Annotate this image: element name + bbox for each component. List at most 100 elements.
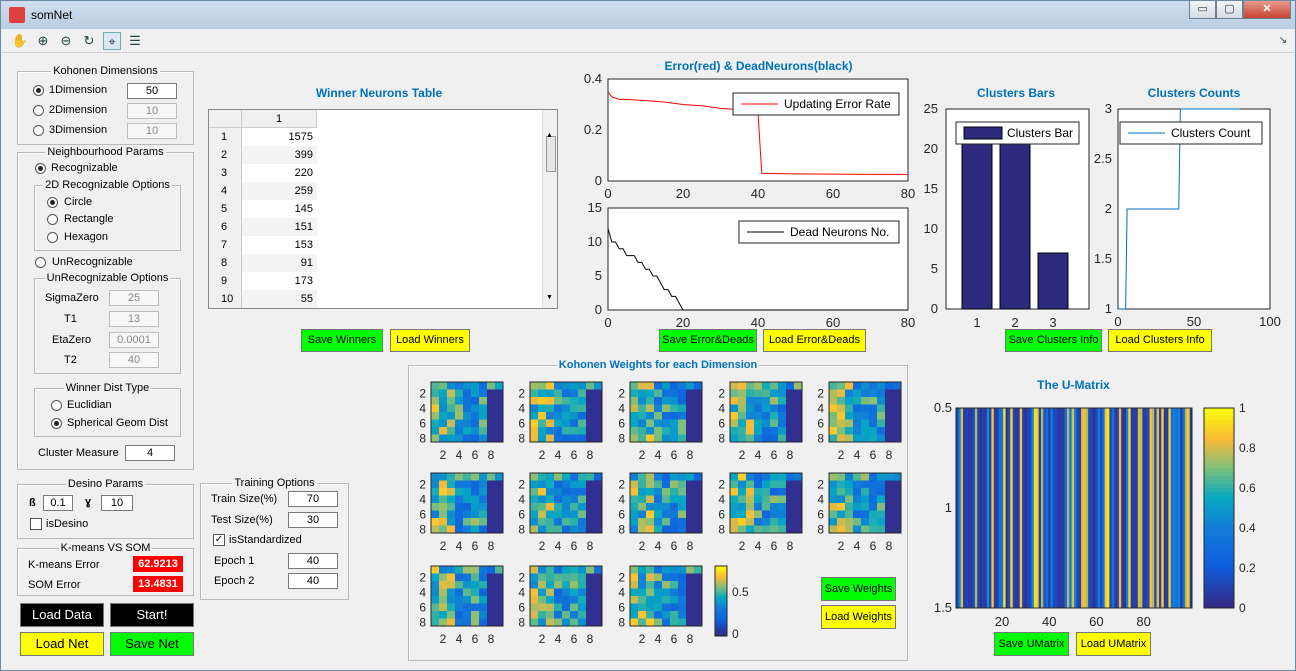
load-data-button[interactable]: Load Data <box>20 603 104 627</box>
heatmap-cell <box>495 389 504 398</box>
dim2-input[interactable]: 10 <box>127 103 177 119</box>
save-error-button[interactable]: Save Error&Deads <box>659 329 757 352</box>
heatmap-cell <box>455 588 464 597</box>
table-row[interactable]: 1 1575 <box>209 128 542 146</box>
radio-3dimension[interactable] <box>33 125 44 136</box>
legend-icon[interactable]: ☰ <box>129 33 141 48</box>
heatmap-cell <box>770 525 779 534</box>
heatmap-cell <box>487 404 496 413</box>
save-net-button[interactable]: Save Net <box>110 632 194 656</box>
radio-recognizable[interactable] <box>35 163 46 174</box>
rotate-icon[interactable]: ↻ <box>83 33 95 48</box>
etazero-input[interactable]: 0.0001 <box>109 332 159 348</box>
table-row[interactable]: 10 55 <box>209 290 542 308</box>
sigmazero-input[interactable]: 25 <box>109 290 159 306</box>
save-winners-button[interactable]: Save Winners <box>301 329 383 352</box>
close-button[interactable]: ✕ <box>1243 1 1291 19</box>
row-value[interactable]: 151 <box>242 218 317 236</box>
dim1-input[interactable]: 50 <box>127 83 177 99</box>
table-row[interactable]: 6 151 <box>209 218 542 236</box>
radio-unrecognizable[interactable] <box>35 257 46 268</box>
scroll-up-icon[interactable]: ▲ <box>546 132 553 139</box>
load-clusters-button[interactable]: Load Clusters Info <box>1108 329 1212 352</box>
table-row[interactable]: 5 145 <box>209 200 542 218</box>
radio-spherical[interactable] <box>51 418 62 429</box>
row-value[interactable]: 91 <box>242 254 317 272</box>
row-value[interactable]: 220 <box>242 164 317 182</box>
table-row[interactable]: 8 91 <box>209 254 542 272</box>
load-umatrix-button[interactable]: Load UMatrix <box>1076 632 1151 656</box>
table-column-header[interactable]: 1 <box>242 110 317 128</box>
scrollbar-thumb[interactable] <box>546 136 556 172</box>
row-value[interactable]: 399 <box>242 146 317 164</box>
table-row[interactable]: 9 173 <box>209 272 542 290</box>
t1-input[interactable]: 13 <box>109 311 159 327</box>
table-row[interactable]: 4 259 <box>209 182 542 200</box>
radio-euclidian[interactable] <box>51 400 62 411</box>
heatmap-cell <box>638 382 647 390</box>
save-umatrix-button[interactable]: Save UMatrix <box>994 632 1069 656</box>
load-winners-button[interactable]: Load Winners <box>390 329 470 352</box>
y-tick-label: 4 <box>419 492 426 506</box>
table-row[interactable]: 7 153 <box>209 236 542 254</box>
beta-input[interactable]: 0.1 <box>43 495 73 511</box>
isstandardized-checkbox[interactable]: ✓ <box>213 534 225 546</box>
pan-hand-icon[interactable]: ✋ <box>11 33 29 48</box>
heatmap-cell <box>586 412 595 420</box>
x-tick-label: 8 <box>488 539 495 553</box>
heatmap-cell <box>778 434 787 443</box>
heatmap-cell <box>546 412 555 420</box>
radio-rectangle[interactable] <box>47 214 58 225</box>
cluster-measure-input[interactable]: 4 <box>125 445 175 461</box>
dim3-input[interactable]: 10 <box>127 123 177 139</box>
radio-hexagon[interactable] <box>47 232 58 243</box>
zoom-out-icon[interactable]: ⊖ <box>60 33 72 48</box>
row-value[interactable]: 55 <box>242 290 317 308</box>
heatmap-cell <box>455 596 464 604</box>
y-tick-label: 2 <box>618 386 625 400</box>
load-weights-button[interactable]: Load Weights <box>821 605 896 629</box>
row-value[interactable]: 145 <box>242 200 317 218</box>
load-net-button[interactable]: Load Net <box>20 632 104 656</box>
train-size-input[interactable]: 70 <box>288 491 338 507</box>
heatmap-cell <box>471 518 480 526</box>
heatmap-cell <box>431 412 440 420</box>
row-value[interactable]: 1575 <box>242 128 317 146</box>
minimize-button[interactable]: ▭ <box>1189 1 1216 19</box>
winner-neurons-table[interactable]: 1 1 1575 2 399 3 220 4 259 5 145 6 151 7 153 8 91 9 173 10… <box>208 109 558 309</box>
save-clusters-button[interactable]: Save Clusters Info <box>1005 329 1102 352</box>
row-value[interactable]: 153 <box>242 236 317 254</box>
radio-1dimension[interactable] <box>33 85 44 96</box>
radio-2dimension[interactable] <box>33 105 44 116</box>
table-scrollbar[interactable]: ▲ ▼ <box>542 110 557 308</box>
maximize-button[interactable]: ▢ <box>1216 1 1243 19</box>
row-value[interactable]: 259 <box>242 182 317 200</box>
heatmap-cell <box>885 510 894 519</box>
data-cursor-icon[interactable]: ⌖ <box>103 32 121 50</box>
zoom-in-icon[interactable]: ⊕ <box>37 33 49 48</box>
heatmap-cell <box>738 488 747 496</box>
dock-arrow-icon[interactable]: ↘ <box>1278 35 1288 46</box>
radio-circle[interactable] <box>47 197 58 208</box>
heatmap-cell <box>578 397 587 405</box>
isdesino-checkbox[interactable] <box>30 518 42 530</box>
epoch1-input[interactable]: 40 <box>288 553 338 569</box>
table-row[interactable]: 3 220 <box>209 164 542 182</box>
start-button[interactable]: Start! <box>110 603 194 627</box>
heatmap-cell <box>554 389 563 398</box>
gamma-input[interactable]: 10 <box>101 495 133 511</box>
epoch2-input[interactable]: 40 <box>288 573 338 589</box>
y-tick-label: 15 <box>924 181 938 196</box>
t2-input[interactable]: 40 <box>109 352 159 368</box>
y-tick-label: 1.5 <box>1094 251 1112 266</box>
x-tick-label: 6 <box>771 539 778 553</box>
colorbar-segment <box>715 591 727 595</box>
umatrix-column <box>1121 408 1124 608</box>
test-size-input[interactable]: 30 <box>288 512 338 528</box>
load-error-button[interactable]: Load Error&Deads <box>763 329 866 352</box>
row-value[interactable]: 173 <box>242 272 317 290</box>
y-tick-label: 25 <box>924 101 938 116</box>
save-weights-button[interactable]: Save Weights <box>821 577 896 601</box>
table-row[interactable]: 2 399 <box>209 146 542 164</box>
scroll-down-icon[interactable]: ▼ <box>546 294 553 301</box>
